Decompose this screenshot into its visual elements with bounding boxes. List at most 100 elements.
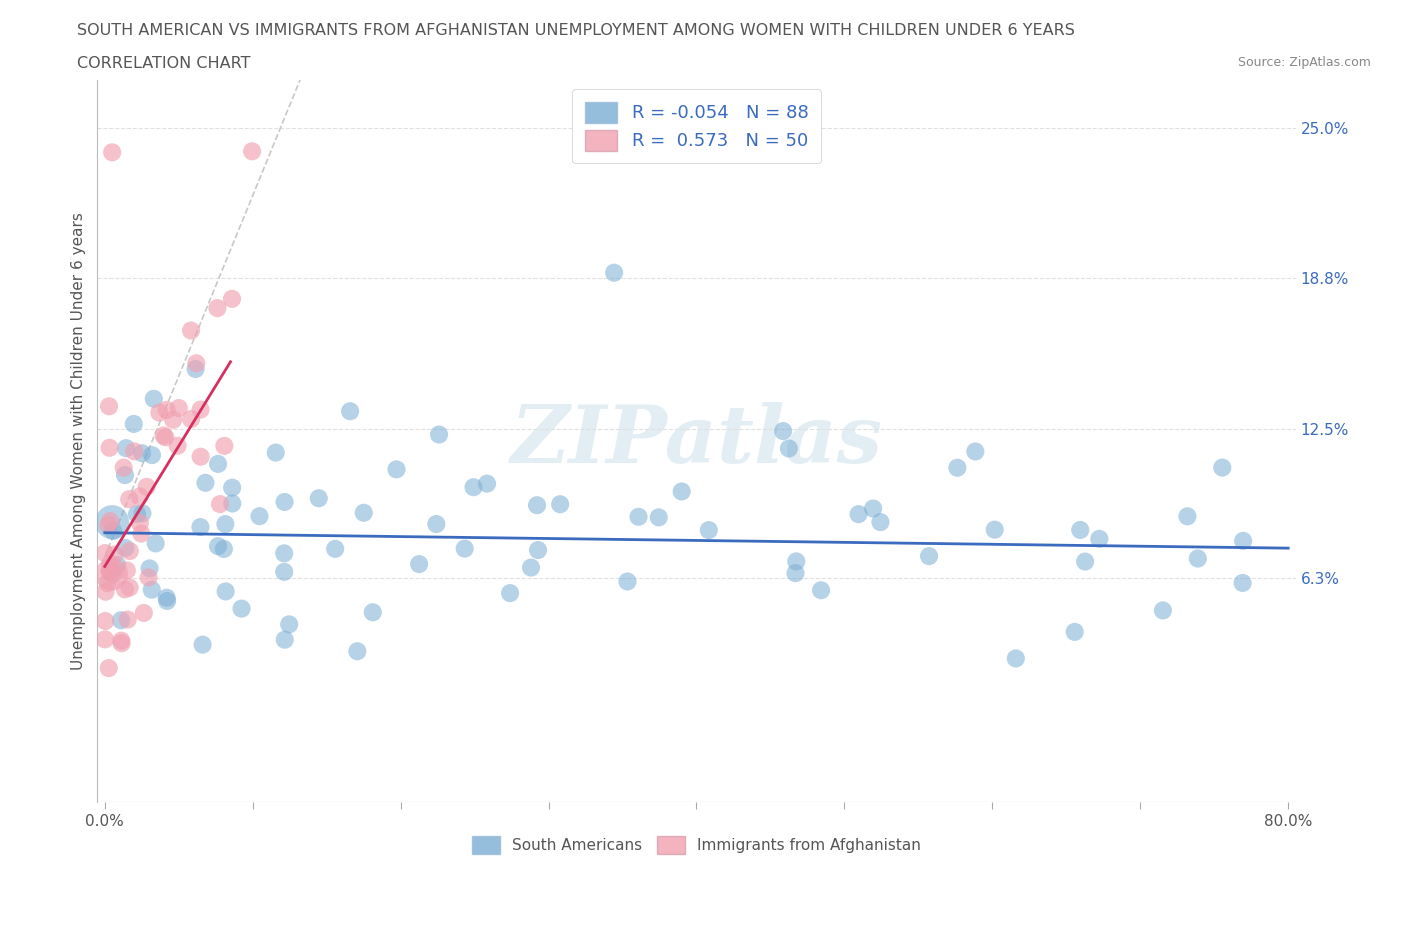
Point — [918, 549, 941, 564]
Point — [339, 404, 361, 418]
Point — [548, 497, 571, 512]
Point — [103, 567, 125, 582]
Point — [671, 484, 693, 498]
Point — [946, 460, 969, 475]
Point — [1211, 460, 1233, 475]
Point — [323, 541, 346, 556]
Point — [214, 584, 236, 599]
Point — [214, 517, 236, 532]
Point — [156, 593, 179, 608]
Point — [122, 444, 145, 458]
Point — [101, 514, 124, 529]
Point — [94, 631, 117, 646]
Point — [180, 323, 202, 338]
Point — [273, 565, 295, 579]
Point — [862, 501, 884, 516]
Point — [1187, 551, 1209, 566]
Point — [100, 566, 122, 581]
Point — [785, 554, 807, 569]
Point — [616, 574, 638, 589]
Point — [114, 582, 136, 597]
Point — [152, 428, 174, 443]
Point — [273, 495, 295, 510]
Point — [869, 514, 891, 529]
Point — [180, 412, 202, 427]
Point — [128, 515, 150, 530]
Point — [105, 558, 128, 573]
Point — [142, 392, 165, 406]
Point — [965, 444, 987, 458]
Point — [131, 506, 153, 521]
Point — [148, 405, 170, 420]
Point — [221, 480, 243, 495]
Point — [627, 510, 650, 525]
Point — [221, 496, 243, 511]
Point — [520, 560, 543, 575]
Point — [353, 505, 375, 520]
Point — [191, 637, 214, 652]
Point — [1069, 523, 1091, 538]
Point — [212, 541, 235, 556]
Text: CORRELATION CHART: CORRELATION CHART — [77, 56, 250, 71]
Point — [100, 566, 122, 581]
Point — [162, 412, 184, 427]
Point — [463, 480, 485, 495]
Point — [96, 576, 118, 591]
Point — [983, 523, 1005, 538]
Point — [103, 547, 125, 562]
Point — [427, 427, 450, 442]
Point — [848, 507, 870, 522]
Point — [118, 580, 141, 595]
Point — [264, 445, 287, 460]
Point — [207, 457, 229, 472]
Point — [308, 491, 330, 506]
Point — [98, 556, 121, 571]
Point — [648, 510, 671, 525]
Point — [208, 497, 231, 512]
Point — [138, 570, 160, 585]
Point — [135, 479, 157, 494]
Point — [1232, 576, 1254, 591]
Point — [97, 517, 120, 532]
Point — [1152, 603, 1174, 618]
Point — [603, 265, 626, 280]
Y-axis label: Unemployment Among Women with Children Under 6 years: Unemployment Among Women with Children U… — [72, 212, 86, 671]
Point — [156, 591, 179, 605]
Point — [114, 540, 136, 555]
Point — [122, 417, 145, 432]
Legend: South Americans, Immigrants from Afghanistan: South Americans, Immigrants from Afghani… — [465, 830, 927, 859]
Point — [138, 561, 160, 576]
Point — [249, 509, 271, 524]
Point — [1232, 534, 1254, 549]
Point — [194, 475, 217, 490]
Point — [94, 546, 117, 561]
Point — [361, 604, 384, 619]
Point — [231, 601, 253, 616]
Point — [114, 468, 136, 483]
Point — [166, 438, 188, 453]
Point — [145, 536, 167, 551]
Text: SOUTH AMERICAN VS IMMIGRANTS FROM AFGHANISTAN UNEMPLOYMENT AMONG WOMEN WITH CHIL: SOUTH AMERICAN VS IMMIGRANTS FROM AFGHAN… — [77, 23, 1076, 38]
Point — [132, 605, 155, 620]
Point — [207, 538, 229, 553]
Point — [141, 447, 163, 462]
Point — [278, 617, 301, 631]
Point — [810, 583, 832, 598]
Point — [110, 636, 132, 651]
Point — [97, 660, 120, 675]
Point — [118, 543, 141, 558]
Point — [274, 632, 297, 647]
Point — [167, 401, 190, 416]
Point — [346, 644, 368, 658]
Point — [141, 582, 163, 597]
Point — [94, 614, 117, 629]
Point — [131, 526, 153, 541]
Point — [131, 445, 153, 460]
Point — [385, 462, 408, 477]
Point — [408, 557, 430, 572]
Point — [98, 564, 121, 578]
Point — [214, 438, 236, 453]
Point — [221, 291, 243, 306]
Point — [94, 584, 117, 599]
Point — [98, 563, 121, 578]
